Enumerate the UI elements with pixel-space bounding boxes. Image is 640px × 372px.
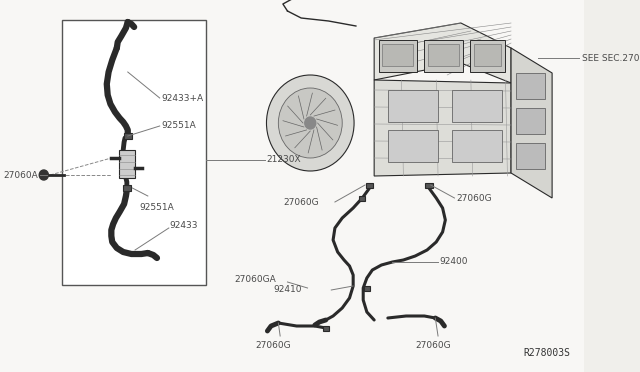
Text: 27060A: 27060A — [4, 170, 38, 180]
Text: 92433+A: 92433+A — [161, 93, 204, 103]
Text: 27060G: 27060G — [456, 193, 492, 202]
Circle shape — [39, 170, 49, 180]
Bar — [388, 90, 438, 122]
Bar — [123, 185, 131, 191]
Text: 27060G: 27060G — [283, 198, 319, 206]
Bar — [516, 143, 545, 169]
Text: 92400: 92400 — [440, 257, 468, 266]
Polygon shape — [374, 80, 511, 176]
Circle shape — [305, 117, 316, 129]
Polygon shape — [511, 48, 552, 198]
Bar — [364, 285, 370, 291]
Circle shape — [278, 88, 342, 158]
Text: 27060G: 27060G — [255, 341, 291, 350]
Bar — [516, 73, 545, 99]
Bar — [379, 40, 417, 72]
Bar — [424, 40, 463, 72]
Bar — [382, 44, 413, 66]
Bar — [428, 44, 459, 66]
Bar — [516, 108, 545, 134]
Text: 92410: 92410 — [274, 285, 302, 295]
Bar — [425, 183, 433, 187]
Bar — [474, 44, 501, 66]
Text: 92433: 92433 — [170, 221, 198, 230]
Text: 27060G: 27060G — [415, 341, 451, 350]
Text: 92551A: 92551A — [161, 121, 196, 129]
Circle shape — [266, 75, 354, 171]
Bar — [366, 183, 373, 187]
Text: 27060GA: 27060GA — [234, 276, 276, 285]
Text: 21230X: 21230X — [266, 154, 301, 164]
Bar — [124, 133, 132, 139]
Bar — [62, 20, 206, 285]
Polygon shape — [374, 23, 511, 83]
Bar — [452, 90, 502, 122]
Bar — [452, 130, 502, 162]
Text: R278003S: R278003S — [524, 348, 570, 358]
Text: SEE SEC.270: SEE SEC.270 — [582, 54, 640, 62]
Bar — [388, 130, 438, 162]
Bar — [470, 40, 505, 72]
Text: 92551A: 92551A — [140, 202, 174, 212]
Bar — [118, 150, 135, 178]
Bar — [359, 196, 365, 201]
Bar — [323, 326, 329, 330]
